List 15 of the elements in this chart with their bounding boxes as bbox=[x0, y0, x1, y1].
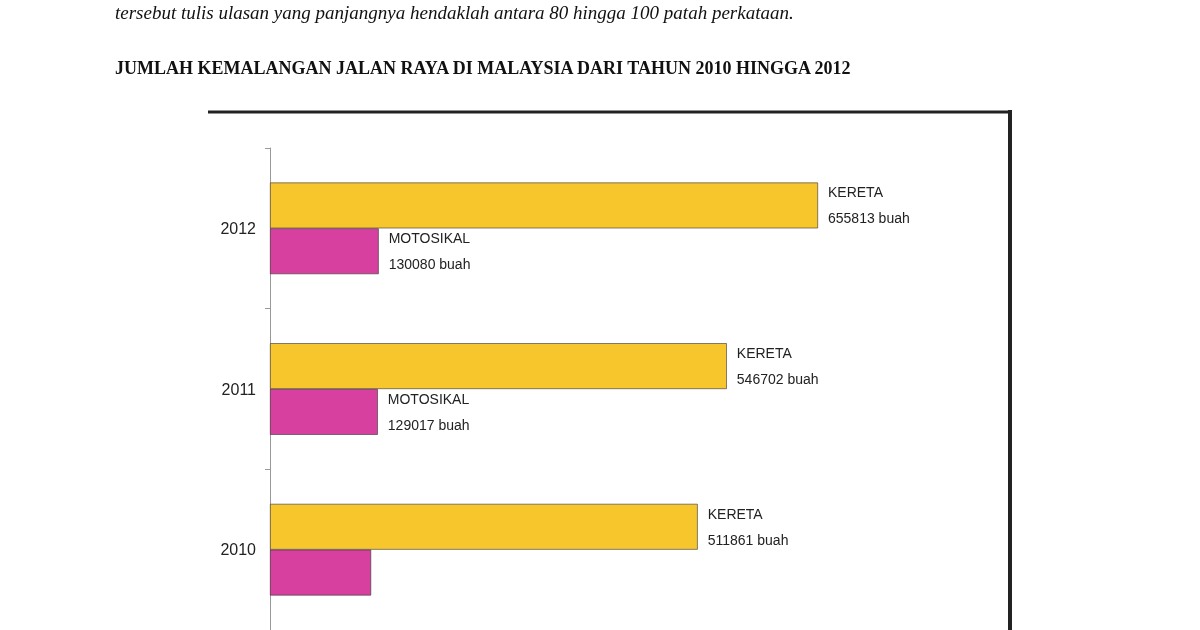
text: KERETA bbox=[707, 505, 763, 522]
data-label: 129017 buah bbox=[387, 416, 470, 433]
data-label: 655813 buah bbox=[828, 210, 910, 227]
text: KERETA bbox=[736, 345, 792, 362]
y-tick-label: 2011 bbox=[221, 380, 257, 398]
series-label: KERETA bbox=[828, 184, 884, 201]
data-label: 511861 buah bbox=[707, 531, 789, 548]
text: tersebut tulis ulasan yang panjangnya hendaklah antara 80 hingga 100 patah perkataan. bbox=[115, 2, 794, 24]
text: MOTOSIKAL bbox=[387, 390, 470, 407]
chart-title: JUMLAH KEMALANGAN JALAN RAYA DI MALAYSIA DARI TAHUN 2010 HINGGA 2012 bbox=[115, 58, 851, 79]
series-label: MOTOSIKAL bbox=[388, 230, 471, 247]
y-tick-label: 2010 bbox=[220, 541, 257, 559]
data-label: 130080 buah bbox=[388, 256, 471, 273]
y-tick-label: 2012 bbox=[220, 219, 257, 237]
data-label: 546702 buah bbox=[736, 371, 819, 388]
